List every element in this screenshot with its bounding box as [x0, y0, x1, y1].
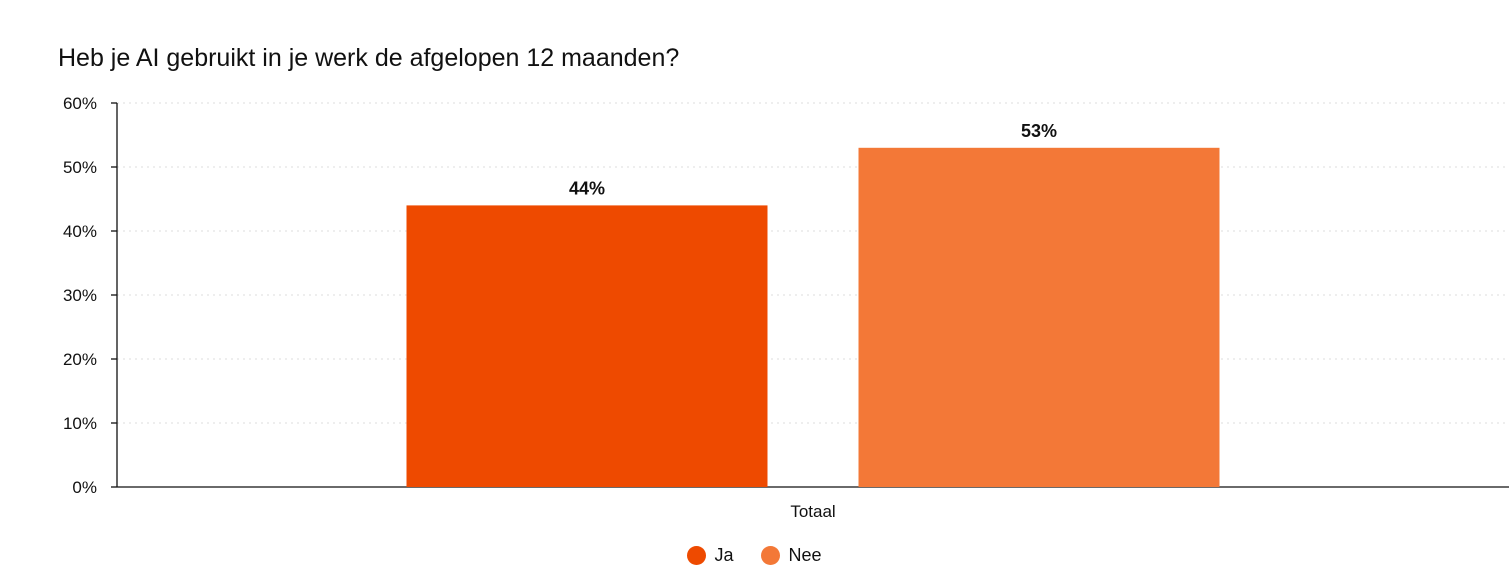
chart-title: Heb je AI gebruikt in je werk de afgelop… [58, 44, 680, 72]
legend-label-ja: Ja [714, 545, 734, 565]
legend: Ja Nee [0, 545, 1509, 566]
legend-label-nee: Nee [788, 545, 822, 565]
x-category-label: Totaal [790, 502, 835, 521]
y-tick-label: 40% [63, 222, 97, 241]
y-tick-label: 30% [63, 286, 97, 305]
bar-nee [858, 147, 1220, 488]
y-tick-label: 50% [63, 158, 97, 177]
data-label-ja: 44% [569, 178, 605, 198]
y-tick-label: 20% [63, 350, 97, 369]
legend-swatch-ja [687, 546, 707, 565]
y-tick-label: 0% [72, 478, 97, 497]
y-tick-label: 10% [63, 414, 97, 433]
y-tick-label: 60% [63, 94, 97, 113]
legend-item-ja[interactable]: Ja [687, 545, 733, 566]
legend-swatch-nee [761, 546, 781, 565]
data-label-nee: 53% [1021, 121, 1057, 141]
legend-item-nee[interactable]: Nee [761, 545, 822, 566]
bar-ja [406, 205, 768, 487]
